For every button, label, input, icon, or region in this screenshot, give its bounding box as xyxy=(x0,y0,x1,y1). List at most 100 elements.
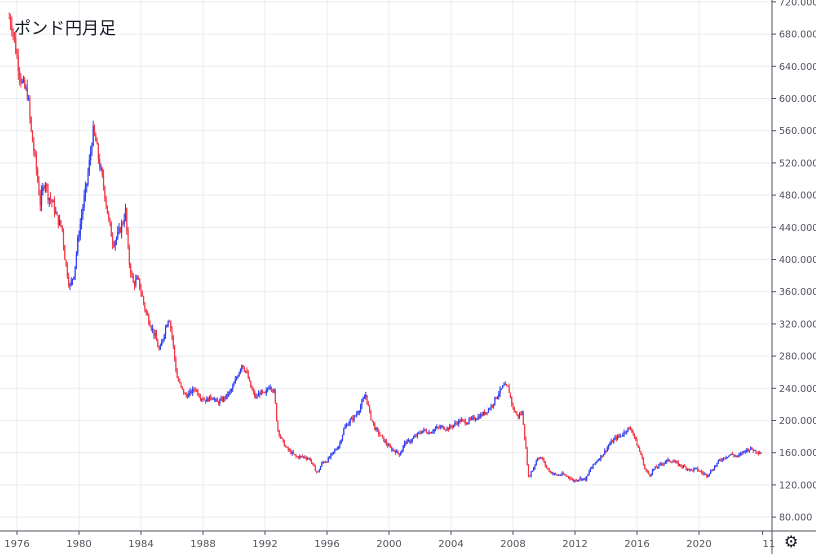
x-tick-label: 1992 xyxy=(252,539,277,550)
candle-body xyxy=(65,259,67,265)
candle-body xyxy=(87,172,89,184)
candle-body xyxy=(224,397,226,399)
candle-body xyxy=(25,87,27,89)
x-tick-label: 2020 xyxy=(686,539,711,550)
candle-body xyxy=(566,475,568,477)
candle-body xyxy=(339,442,341,447)
candle-body xyxy=(555,473,557,475)
candle-body xyxy=(650,474,652,476)
candle-body xyxy=(482,411,484,416)
candle-body xyxy=(739,453,741,455)
y-tick-label: 280.000 xyxy=(779,352,816,363)
candle-body xyxy=(672,461,674,463)
candle-body xyxy=(520,414,522,416)
candle-body xyxy=(53,200,56,213)
candle-body xyxy=(141,292,143,297)
candle-body xyxy=(536,458,539,462)
candle-body xyxy=(190,390,192,394)
candle-body xyxy=(314,466,316,472)
candle-body xyxy=(202,398,204,400)
candle-body xyxy=(489,408,491,410)
candle-body xyxy=(734,455,736,457)
y-tick-label: 720.000 xyxy=(779,0,816,8)
candle-body xyxy=(433,429,435,432)
candle-body xyxy=(370,410,372,420)
candle-body xyxy=(100,167,102,169)
candle-body xyxy=(660,463,663,465)
candle-body xyxy=(279,435,282,438)
candle-body xyxy=(206,398,208,402)
x-tick-label: 2004 xyxy=(438,539,463,550)
candle-body xyxy=(8,18,10,19)
candle-body xyxy=(481,414,483,416)
candle-body xyxy=(576,480,579,482)
candle-body xyxy=(272,389,274,392)
candle-body xyxy=(188,392,190,398)
candle-body xyxy=(117,231,119,238)
candle-body xyxy=(534,464,536,468)
candle-body xyxy=(642,457,645,466)
candle-body xyxy=(676,461,678,463)
y-tick-label: 400.000 xyxy=(779,255,816,266)
candle-body xyxy=(241,365,243,370)
candle-body xyxy=(751,447,753,450)
candle-body xyxy=(491,405,493,407)
candle-body xyxy=(454,422,456,425)
candle-body xyxy=(587,474,589,477)
candle-body xyxy=(90,152,92,161)
candle-body xyxy=(393,449,395,452)
candle-body xyxy=(353,415,355,420)
candle-body xyxy=(291,451,293,454)
candle-body xyxy=(760,452,762,454)
candle-body xyxy=(662,464,664,466)
chart-title: ポンド円月足 xyxy=(14,19,116,39)
candle-body xyxy=(273,389,275,392)
candle-body xyxy=(79,223,81,237)
candle-body xyxy=(344,426,346,429)
candle-body xyxy=(194,389,196,391)
candle-body xyxy=(119,227,121,233)
candle-body xyxy=(504,384,506,386)
candle-body xyxy=(375,427,377,430)
candle-body xyxy=(719,459,721,461)
candle-body xyxy=(246,370,248,373)
candle-body xyxy=(547,467,549,470)
candle-body xyxy=(384,440,386,442)
candle-body xyxy=(250,380,252,388)
candle-body xyxy=(467,422,469,425)
candle-body xyxy=(179,380,181,383)
candle-body xyxy=(478,416,481,419)
candle-body xyxy=(752,449,754,451)
candle-body xyxy=(358,411,360,413)
candle-body xyxy=(524,424,526,439)
candle-body xyxy=(121,223,123,233)
candle-body xyxy=(614,437,616,440)
y-tick-label: 640.000 xyxy=(779,62,816,73)
candle-body xyxy=(680,464,682,467)
candle-body xyxy=(445,429,447,431)
candle-body xyxy=(712,469,714,471)
candle-body xyxy=(527,464,530,476)
candle-body xyxy=(137,277,140,279)
candle-body xyxy=(750,447,752,450)
candle-body xyxy=(449,425,451,430)
candle-body xyxy=(362,398,364,402)
candle-body xyxy=(512,403,514,408)
candle-body xyxy=(677,462,679,466)
candle-body xyxy=(432,431,434,433)
candle-body xyxy=(347,425,349,427)
candle-body xyxy=(192,388,194,394)
y-tick-label: 200.000 xyxy=(779,416,816,427)
candle-body xyxy=(43,187,45,189)
x-tick-label: 1984 xyxy=(128,539,153,550)
gear-icon[interactable]: ⚙ xyxy=(784,532,799,551)
candle-body xyxy=(517,414,519,418)
candle-body xyxy=(516,412,518,415)
x-tick-label: 1988 xyxy=(190,539,215,550)
candle-body xyxy=(588,471,590,475)
candle-body xyxy=(703,473,705,475)
candle-body xyxy=(186,396,189,398)
candle-body xyxy=(741,453,743,455)
candle-body xyxy=(436,426,438,429)
